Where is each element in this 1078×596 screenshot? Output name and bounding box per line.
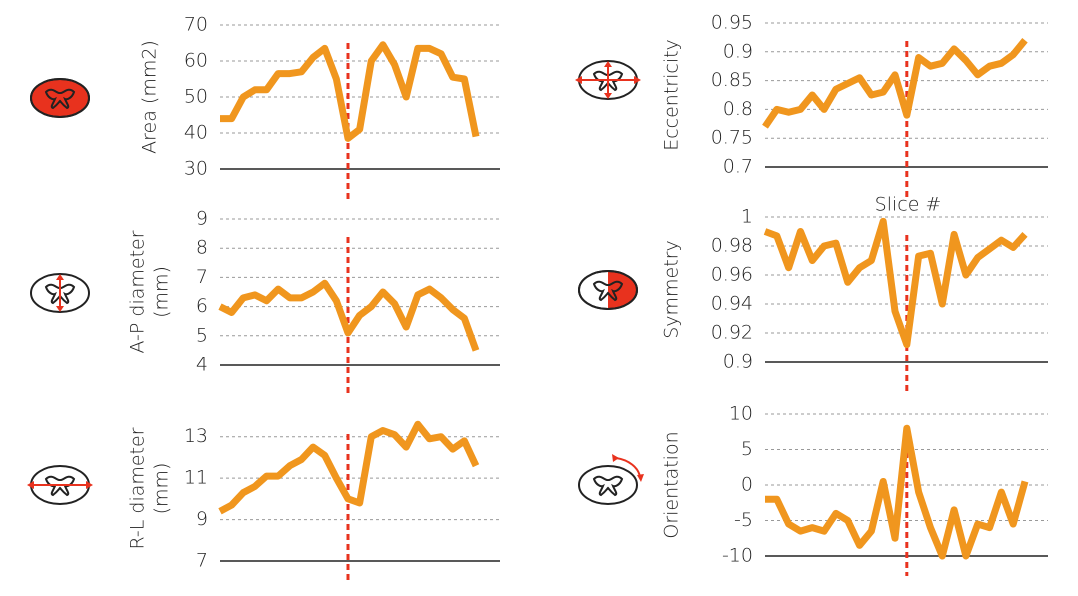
- icon-ap: [30, 273, 90, 313]
- icon-symmetry: [578, 270, 638, 310]
- data-line: [765, 424, 1029, 560]
- y-tick-label: 9: [196, 208, 208, 230]
- y-tick-label: 7: [196, 266, 208, 288]
- y-tick-label: 50: [184, 86, 208, 108]
- y-tick-label: 0.94: [711, 293, 753, 315]
- y-tick-label: 7: [196, 550, 208, 572]
- y-tick-label: 0.8: [723, 98, 753, 120]
- data-line: [220, 41, 480, 142]
- icon-orientation: [578, 454, 644, 505]
- y-tick-label: 0.7: [723, 156, 753, 178]
- y-tick-label: 6: [196, 295, 208, 317]
- y-tick-label: 1: [741, 206, 753, 228]
- y-tick-label: 30: [184, 158, 208, 180]
- y-tick-label: 8: [196, 237, 208, 259]
- y-axis-label: (mm): [151, 266, 173, 318]
- y-axis-label: (mm): [151, 463, 173, 515]
- y-tick-label: 0: [741, 474, 753, 496]
- y-tick-label: 5: [196, 324, 208, 346]
- y-tick-label: -5: [734, 509, 753, 531]
- y-tick-label: 0.85: [711, 69, 753, 91]
- y-tick-label: 11: [184, 467, 208, 489]
- icon-rl: [27, 465, 93, 505]
- y-tick-label: 40: [184, 122, 208, 144]
- y-tick-label: -10: [722, 545, 753, 567]
- y-axis-label: R-L diameter: [127, 427, 149, 549]
- y-tick-label: 0.96: [711, 264, 753, 286]
- y-tick-label: 0.95: [711, 12, 753, 34]
- y-tick-label: 13: [184, 425, 208, 447]
- y-tick-label: 10: [729, 403, 753, 425]
- data-line: [762, 38, 1028, 129]
- y-tick-label: 70: [184, 14, 208, 36]
- icon-eccentricity: [575, 60, 641, 100]
- y-tick-label: 60: [184, 50, 208, 72]
- x-axis-label: Slice #: [875, 194, 942, 216]
- y-tick-label: 0.98: [711, 235, 753, 257]
- y-axis-label: Area (mm2): [139, 40, 161, 154]
- y-tick-label: 5: [741, 438, 753, 460]
- y-axis-label: Orientation: [661, 431, 683, 538]
- y-tick-label: 9: [196, 508, 208, 530]
- icon-area: [30, 78, 90, 118]
- data-line: [218, 279, 480, 352]
- y-axis-label: Eccentricity: [661, 39, 683, 151]
- data-line: [763, 217, 1028, 349]
- y-tick-label: 0.75: [711, 127, 753, 149]
- y-tick-label: 0.92: [711, 322, 753, 344]
- data-line: [218, 420, 480, 515]
- y-tick-label: 0.9: [723, 351, 753, 373]
- y-axis-label: Symmetry: [661, 240, 683, 339]
- y-tick-label: 4: [196, 354, 208, 376]
- y-tick-label: 0.9: [723, 40, 753, 62]
- y-axis-label: A-P diameter: [127, 230, 149, 353]
